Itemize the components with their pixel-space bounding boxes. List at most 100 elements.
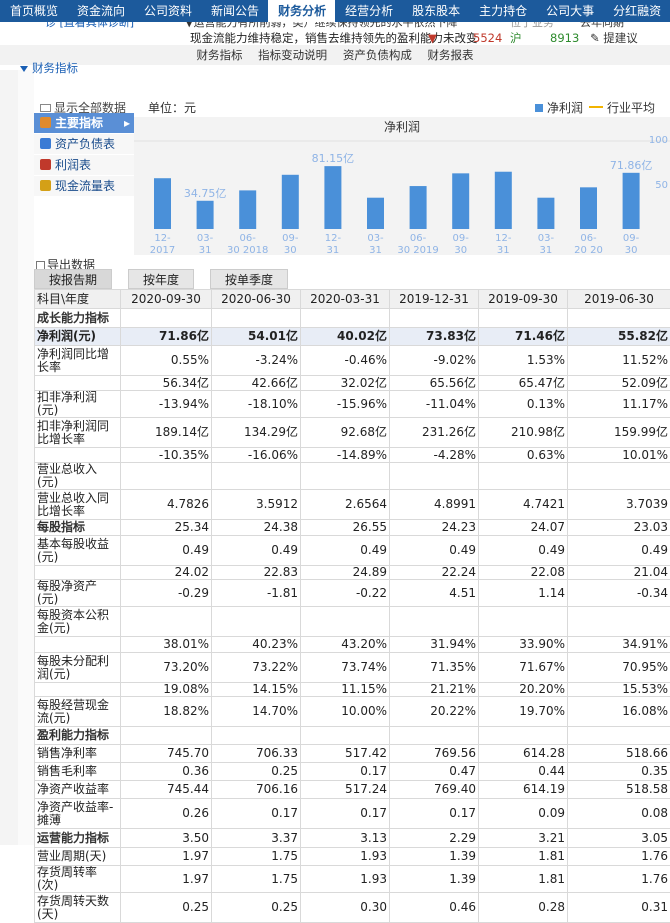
diagnosis-link[interactable]: 诊 [直看具体诊断] <box>45 22 134 27</box>
collapse-triangle-icon[interactable] <box>20 66 28 72</box>
nav-item[interactable]: 资金流向 <box>67 0 134 22</box>
side-menu-item[interactable]: 利润表 <box>34 155 134 176</box>
table-cell: 517.24 <box>301 781 390 799</box>
chart-bar[interactable] <box>197 201 214 229</box>
side-menu-item[interactable]: 资产负债表 <box>34 134 134 155</box>
table-cell: 26.55 <box>301 520 390 536</box>
subnav-financial-statements[interactable]: 财务报表 <box>427 48 473 62</box>
nav-item[interactable]: 股东股本 <box>402 0 469 22</box>
table-cell: 31.94% <box>390 637 479 653</box>
table-cell: 18.82% <box>121 697 212 727</box>
row-label: 存货周转率(次) <box>35 866 121 893</box>
table-cell: 73.74% <box>301 653 390 683</box>
period-tabs: 按报告期 按年度 按单季度 <box>34 269 304 289</box>
nav-item[interactable]: 主力持仓 <box>469 0 536 22</box>
table-cell: 1.97 <box>121 848 212 866</box>
table-cell: 4.8991 <box>390 490 479 520</box>
table-cell: 32.02亿 <box>301 376 390 391</box>
chart-bar[interactable] <box>367 198 384 229</box>
section-title: 财务指标 <box>20 60 78 76</box>
suggest-link[interactable]: ✎ 提建议 <box>590 31 638 45</box>
table-cell: 0.46 <box>390 893 479 923</box>
nav-item[interactable]: 分红融资 <box>603 0 670 22</box>
legend-bar-label: 净利润 <box>547 101 583 115</box>
chart-bar[interactable] <box>495 172 512 229</box>
table-cell: 70.95% <box>568 653 670 683</box>
subnav-indicator-changes[interactable]: 指标变动说明 <box>258 48 327 62</box>
chart-bar[interactable] <box>452 173 469 229</box>
side-menu-item[interactable]: 主要指标▸ <box>34 113 134 134</box>
x-tick-label: 03- <box>197 233 214 244</box>
x-tick-label: 30 <box>625 245 638 255</box>
table-cell <box>121 607 212 637</box>
table-cell: 65.47亿 <box>479 376 568 391</box>
subnav-balance-composition[interactable]: 资产负债构成 <box>343 48 412 62</box>
table-cell: 1.93 <box>301 866 390 893</box>
table-cell: 4.7826 <box>121 490 212 520</box>
table-cell: -10.35% <box>121 448 212 463</box>
chart-bar[interactable] <box>410 186 427 229</box>
table-cell: 518.66 <box>568 745 670 763</box>
chart-bar[interactable] <box>537 198 554 229</box>
table-cell <box>568 309 670 328</box>
chart-bar[interactable] <box>623 173 640 229</box>
tab-by-year[interactable]: 按年度 <box>128 269 194 289</box>
chart-bar[interactable] <box>324 166 341 229</box>
nav-item[interactable]: 新闻公告 <box>201 0 268 22</box>
row-label: 成长能力指标 <box>35 309 121 328</box>
x-tick-label: 06- <box>410 233 427 244</box>
table-cell: 1.53% <box>479 346 568 376</box>
table-cell: 0.49 <box>479 536 568 566</box>
table-cell: -11.04% <box>390 391 479 418</box>
nav-item[interactable]: 公司大事 <box>536 0 603 22</box>
nav-item[interactable]: 经营分析 <box>335 0 402 22</box>
nav-item[interactable]: 首页概览 <box>0 0 67 22</box>
subnav-financial-indicators[interactable]: 财务指标 <box>197 48 243 62</box>
table-cell: 1.81 <box>479 848 568 866</box>
chart-bar[interactable] <box>239 190 256 229</box>
tab-by-report-period[interactable]: 按报告期 <box>34 269 112 289</box>
table-cell: 1.76 <box>568 848 670 866</box>
table-cell: 769.40 <box>390 781 479 799</box>
stat-sh-prefix: 沪 <box>510 31 522 45</box>
table-cell: 745.44 <box>121 781 212 799</box>
summary-strip: 现金流能力维持稳定，销售去维持领先的盈利能力未改变 ▼ 5524 沪 8913 … <box>190 31 670 45</box>
chart-bar[interactable] <box>154 178 171 229</box>
nav-item[interactable]: 公司资料 <box>134 0 201 22</box>
nav-item[interactable]: 财务分析 <box>268 0 335 22</box>
table-cell: 231.26亿 <box>390 418 479 448</box>
table-cell: 0.55% <box>121 346 212 376</box>
table-cell: 71.46亿 <box>479 328 568 346</box>
table-cell: 92.68亿 <box>301 418 390 448</box>
table-cell: -13.94% <box>121 391 212 418</box>
side-menu-item[interactable]: 现金流量表 <box>34 176 134 197</box>
row-label: 净资产收益率-摊薄 <box>35 799 121 829</box>
table-cell: 1.14 <box>479 580 568 607</box>
table-cell: 0.30 <box>301 893 390 923</box>
tab-by-quarter[interactable]: 按单季度 <box>210 269 288 289</box>
chart-bar[interactable] <box>580 187 597 229</box>
table-cell: 0.26 <box>121 799 212 829</box>
table-cell: 38.01% <box>121 637 212 653</box>
table-row: 每股未分配利润(元)73.20%73.22%73.74%71.35%71.67%… <box>35 653 670 683</box>
table-cell: -15.96% <box>301 391 390 418</box>
row-label: 扣非净利润同比增长率 <box>35 418 121 448</box>
x-tick-label: 03- <box>367 233 384 244</box>
chart-legend: 净利润行业平均 <box>535 99 655 116</box>
stat-down-value: 5524 <box>473 31 502 45</box>
table-cell <box>212 607 301 637</box>
y-tick-label: 50 <box>655 180 668 191</box>
row-label: 销售净利率 <box>35 745 121 763</box>
table-cell: 71.86亿 <box>121 328 212 346</box>
chart-bar[interactable] <box>282 175 299 229</box>
table-cell <box>301 463 390 490</box>
table-cell: 1.39 <box>390 848 479 866</box>
monitor-icon <box>40 104 51 112</box>
table-cell <box>390 727 479 745</box>
table-cell: 1.97 <box>121 866 212 893</box>
arrow-right-icon: ▸ <box>124 113 130 134</box>
table-cell: 24.02 <box>121 566 212 580</box>
diagnosis-text: ▼运营能力有所削弱，类）继续保持领先的水平依然下降 <box>185 22 457 27</box>
